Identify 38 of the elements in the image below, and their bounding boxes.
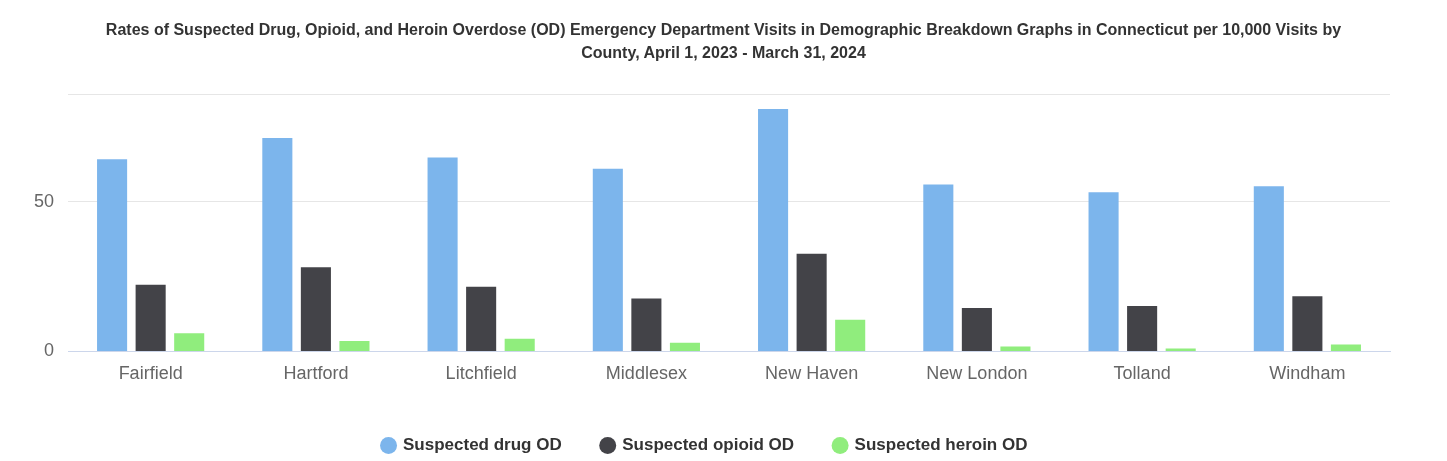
bar — [1165, 348, 1196, 351]
x-tick-label: Fairfield — [118, 363, 183, 384]
bar — [631, 298, 662, 351]
legend-label: Suspected heroin OD — [854, 435, 1028, 455]
y-tick-label: 0 — [44, 340, 55, 361]
x-tick-label: Hartford — [283, 363, 349, 384]
x-tick-label: New Haven — [765, 363, 859, 384]
x-tick-label: Windham — [1269, 363, 1346, 384]
bar — [1330, 344, 1361, 351]
bar — [339, 340, 370, 351]
x-tick-label: Middlesex — [605, 363, 687, 384]
bar — [1253, 186, 1284, 351]
bar — [961, 308, 992, 351]
bar — [758, 108, 789, 351]
bar — [174, 333, 205, 351]
bar — [135, 284, 166, 351]
bar — [427, 157, 458, 351]
bar — [796, 253, 827, 351]
bar — [1292, 296, 1323, 351]
legend-label: Suspected opioid OD — [622, 435, 795, 455]
legend-label: Suspected drug OD — [403, 435, 562, 455]
bar — [1127, 305, 1158, 351]
x-tick-label: Tolland — [1113, 363, 1171, 384]
bar — [1000, 346, 1031, 351]
bar — [300, 267, 331, 351]
bar — [97, 159, 128, 351]
bar — [669, 342, 700, 351]
bar — [504, 338, 535, 351]
bar — [835, 319, 866, 351]
bar — [262, 138, 293, 351]
bar — [1088, 192, 1119, 351]
bar — [923, 184, 954, 351]
x-tick-label: New London — [926, 363, 1028, 384]
bar — [592, 168, 623, 351]
bar — [466, 286, 497, 351]
x-tick-label: Litchfield — [445, 363, 517, 384]
chart-title: Rates of Suspected Drug, Opioid, and Heroin Overdose (OD) Emergency Department Visits in Demographic Breakdown Graphs in Connecticut per 10,000 Visits by County, April 1, 2023 - March 31, 2024 — [104, 20, 1343, 63]
y-tick-label: 50 — [33, 190, 55, 211]
